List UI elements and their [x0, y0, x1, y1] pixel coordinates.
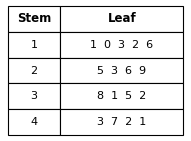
Text: 4: 4: [30, 117, 38, 127]
Bar: [60, 109, 183, 135]
Text: 1: 1: [31, 40, 37, 49]
Text: 8  1  5  2: 8 1 5 2: [97, 92, 146, 101]
Bar: [8, 58, 60, 83]
Text: 2: 2: [30, 66, 38, 75]
Bar: [8, 32, 60, 58]
Text: 3  7  2  1: 3 7 2 1: [97, 117, 146, 127]
Bar: [60, 83, 183, 109]
Bar: [60, 6, 183, 32]
Text: Leaf: Leaf: [108, 12, 136, 25]
Bar: [60, 32, 183, 58]
Bar: [60, 58, 183, 83]
Bar: [8, 83, 60, 109]
Text: 3: 3: [31, 92, 37, 101]
Text: 5  3  6  9: 5 3 6 9: [97, 66, 146, 75]
Bar: [8, 109, 60, 135]
Text: 1  0  3  2  6: 1 0 3 2 6: [90, 40, 153, 49]
Text: Stem: Stem: [17, 12, 51, 25]
Bar: [8, 6, 60, 32]
